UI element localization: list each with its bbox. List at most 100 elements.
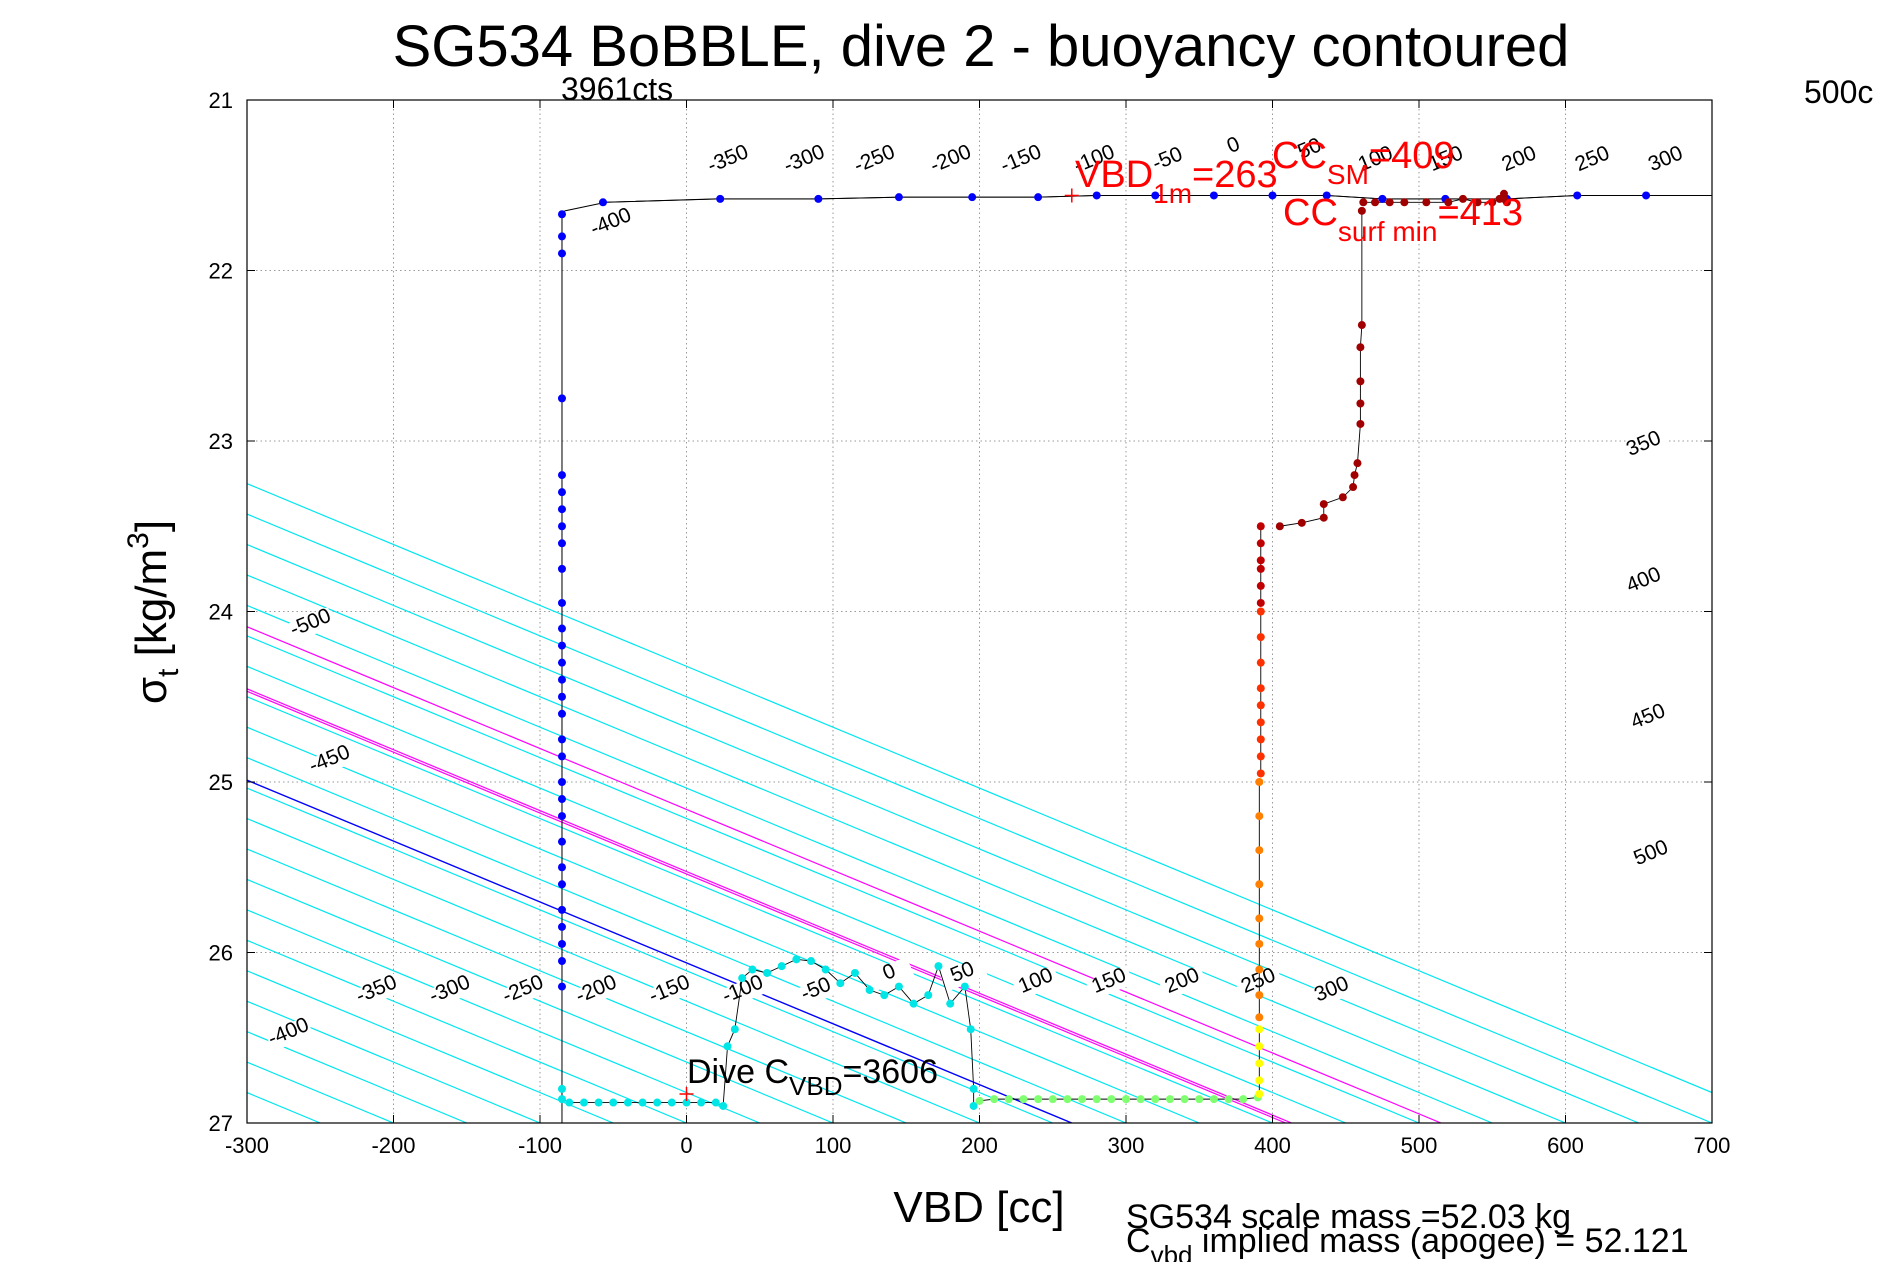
data-point — [1338, 493, 1347, 502]
data-point — [1378, 194, 1387, 203]
contour-label-bg — [1352, 143, 1401, 179]
contour-label-bg — [306, 743, 355, 779]
y-label-sub: t — [152, 668, 185, 677]
data-point — [1151, 1095, 1160, 1104]
x-tick-label: 500 — [1401, 1133, 1438, 1158]
data-point — [1359, 198, 1368, 207]
data-point — [557, 735, 566, 744]
contour-line-cyan — [247, 696, 1273, 1123]
data-point — [557, 658, 566, 667]
y-tick-label: 27 — [209, 1111, 233, 1136]
data-point — [1255, 1013, 1264, 1022]
buoyancy-contours — [247, 482, 1712, 1123]
cc-sm-label: CCSM=409 — [1272, 135, 1454, 190]
contour-line-cyan — [247, 817, 980, 1123]
contour-label-bg — [1569, 143, 1618, 179]
contour-label-bg — [1422, 143, 1471, 179]
data-point — [1573, 191, 1582, 200]
data-point — [557, 394, 566, 403]
contour-line-blue — [247, 779, 1073, 1123]
data-point — [1239, 1095, 1248, 1104]
contour-label-bg — [1012, 965, 1061, 1001]
contour-label-bg — [719, 973, 768, 1010]
data-point — [1422, 198, 1431, 207]
contour-label-bg — [646, 973, 695, 1010]
data-point — [1224, 1095, 1233, 1104]
x-tick-label: 700 — [1694, 1133, 1731, 1158]
data-point — [557, 624, 566, 633]
contour-line-cyan — [247, 574, 1566, 1123]
data-point — [557, 1095, 566, 1104]
contour-label-bg — [1642, 143, 1691, 179]
data-point — [730, 1025, 739, 1034]
contour-line-cyan — [247, 756, 1127, 1123]
data-point — [1255, 965, 1264, 974]
contour-line-cyan — [247, 787, 1053, 1123]
data-point — [1356, 377, 1365, 386]
data-point — [748, 965, 757, 974]
data-point — [1209, 191, 1218, 200]
x-tick-label: 300 — [1108, 1133, 1145, 1158]
data-point — [1502, 198, 1511, 207]
data-point — [557, 957, 566, 966]
contour-label-bg — [572, 973, 622, 1010]
data-point — [1255, 846, 1264, 855]
contour-line-cyan — [247, 604, 1493, 1123]
y-label-close: ] — [127, 520, 176, 532]
data-point — [1063, 1095, 1072, 1104]
data-point — [969, 1084, 978, 1093]
contour-label-bg — [704, 143, 754, 179]
data-point — [557, 752, 566, 761]
contour-line-cyan — [247, 665, 1346, 1123]
contour-label-bg — [1286, 133, 1335, 169]
data-point — [557, 471, 566, 480]
data-point — [557, 905, 566, 914]
data-point — [1165, 1095, 1174, 1104]
contour-line-cyan — [247, 482, 1712, 1094]
data-point — [557, 692, 566, 701]
contour-label-bg — [1620, 428, 1669, 464]
data-point — [1256, 556, 1265, 565]
data-point — [850, 968, 859, 977]
y-tick-label: 21 — [209, 88, 233, 113]
data-point — [1256, 607, 1265, 616]
data-point — [1255, 939, 1264, 948]
svg-text:σt [kg/m3]: σt [kg/m3] — [122, 520, 185, 704]
contour-line-cyan — [247, 513, 1712, 1123]
contour-label-bg — [1071, 143, 1120, 179]
data-point — [1256, 701, 1265, 710]
y-tick-label: 26 — [209, 941, 233, 966]
data-point — [946, 999, 955, 1008]
data-point — [609, 1098, 618, 1107]
data-point — [777, 962, 786, 971]
data-point — [557, 488, 566, 497]
data-point — [557, 249, 566, 258]
data-point — [1136, 1095, 1145, 1104]
data-point — [909, 999, 918, 1008]
dive-cvbd-label: Dive CVBD=3606 — [687, 1053, 938, 1101]
data-point — [894, 982, 903, 991]
y-label-sup: 3 — [122, 532, 155, 549]
data-point — [557, 210, 566, 219]
data-point — [1357, 206, 1366, 215]
data-point — [682, 1098, 691, 1107]
x-axis-label: VBD [cc] — [893, 1183, 1064, 1232]
data-point — [1356, 343, 1365, 352]
data-point — [667, 1098, 676, 1107]
scale-mass-label: SG534 scale mass =52.03 kg — [1126, 1198, 1571, 1236]
contour-label-bg — [587, 206, 636, 242]
contour-label-bg — [865, 956, 915, 993]
data-point — [1356, 399, 1365, 408]
data-point — [557, 863, 566, 872]
data-point — [865, 986, 874, 995]
data-point — [960, 982, 969, 991]
x-tick-label: -200 — [371, 1133, 415, 1158]
data-point — [557, 922, 566, 931]
data-point — [1195, 1095, 1204, 1104]
data-point — [1255, 1059, 1264, 1068]
contour-label-bg — [1308, 973, 1357, 1010]
y-tick-label: 25 — [209, 770, 233, 795]
data-point — [1356, 419, 1365, 428]
data-point — [557, 982, 566, 991]
contour-label-bg — [265, 1016, 314, 1052]
